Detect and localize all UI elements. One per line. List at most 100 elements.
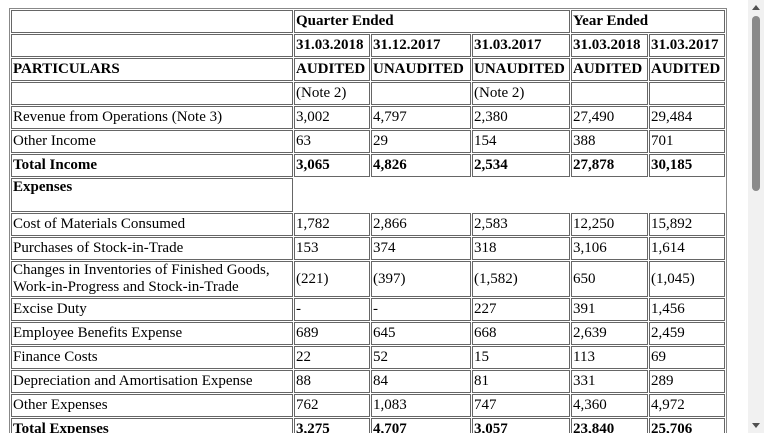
value-cell: 15,892 — [649, 213, 725, 236]
header-cell: 31.03.2018 — [571, 34, 648, 57]
header-cell: 31.12.2017 — [371, 34, 471, 57]
data-row: Employee Benefits Expense 689 645 668 2,639 2… — [11, 322, 725, 345]
header-cell: UNAUDITED — [371, 58, 471, 81]
row-label: Other Income — [11, 130, 293, 153]
value-cell: 1,782 — [294, 213, 370, 236]
value-cell: 374 — [371, 237, 471, 260]
cell — [371, 82, 471, 105]
value-cell: 2,639 — [571, 322, 648, 345]
row-label: Employee Benefits Expense — [11, 322, 293, 345]
value-cell: 2,380 — [472, 106, 570, 129]
value-cell: 289 — [649, 370, 725, 393]
value-cell: 1,083 — [371, 394, 471, 417]
value-cell: 30,185 — [649, 154, 725, 177]
value-cell: (1,045) — [649, 261, 725, 297]
cell — [11, 82, 293, 105]
header-cell: 31.03.2017 — [649, 34, 725, 57]
value-cell: 668 — [472, 322, 570, 345]
value-cell: 27,490 — [571, 106, 648, 129]
value-cell: 3,002 — [294, 106, 370, 129]
cell — [11, 34, 293, 57]
value-cell: 113 — [571, 346, 648, 369]
data-row: Finance Costs 22 52 15 113 69 — [11, 346, 725, 369]
row-label: Finance Costs — [11, 346, 293, 369]
value-cell: 12,250 — [571, 213, 648, 236]
row-label: Other Expenses — [11, 394, 293, 417]
data-row: Cost of Materials Consumed 1,782 2,866 2,58… — [11, 213, 725, 236]
row-label: Total Expenses — [11, 418, 293, 433]
cell — [649, 82, 725, 105]
row-label: Excise Duty — [11, 298, 293, 321]
value-cell: 69 — [649, 346, 725, 369]
header-cell: 31.03.2017 — [472, 34, 570, 57]
note-row: (Note 2) (Note 2) — [11, 82, 725, 105]
row-label: Changes in Inventories of Finished Goods… — [11, 261, 293, 297]
value-cell: 81 — [472, 370, 570, 393]
value-cell: 2,459 — [649, 322, 725, 345]
row-label: Revenue from Operations (Note 3) — [11, 106, 293, 129]
scrollbar[interactable] — [748, 0, 764, 433]
value-cell: 29 — [371, 130, 471, 153]
data-row: Total Expenses 3,275 4,707 3,057 23,840 25,70… — [11, 418, 725, 433]
value-cell: 227 — [472, 298, 570, 321]
value-cell: (221) — [294, 261, 370, 297]
header-row: Quarter Ended Year Ended — [11, 10, 725, 33]
value-cell: 29,484 — [649, 106, 725, 129]
header-cell: PARTICULARS — [11, 58, 293, 81]
row-label: Purchases of Stock-in-Trade — [11, 237, 293, 260]
header-row: 31.03.2018 31.12.2017 31.03.2017 31.03.2018… — [11, 34, 725, 57]
row-label: Cost of Materials Consumed — [11, 213, 293, 236]
value-cell: 4,707 — [371, 418, 471, 433]
cell — [571, 82, 648, 105]
value-cell: (1,582) — [472, 261, 570, 297]
value-cell: 650 — [571, 261, 648, 297]
scroll-down[interactable] — [752, 423, 760, 428]
value-cell: 318 — [472, 237, 570, 260]
value-cell: 2,534 — [472, 154, 570, 177]
row-label: Expenses — [11, 178, 293, 212]
header-cell: Year Ended — [571, 10, 725, 33]
value-cell: 689 — [294, 322, 370, 345]
scroll-thumb[interactable] — [752, 16, 760, 191]
value-cell: 15 — [472, 346, 570, 369]
value-cell: 154 — [472, 130, 570, 153]
results-table: Quarter Ended Year Ended 31.03.2018 31.12… — [9, 8, 727, 433]
value-cell: 63 — [294, 130, 370, 153]
data-row: Depreciation and Amortisation Expense 88 8… — [11, 370, 725, 393]
cell — [11, 10, 293, 33]
value-cell: 84 — [371, 370, 471, 393]
header-cell: AUDITED — [649, 58, 725, 81]
value-cell: 747 — [472, 394, 570, 417]
note-cell: (Note 2) — [472, 82, 570, 105]
viewport: Quarter Ended Year Ended 31.03.2018 31.12… — [9, 8, 727, 433]
value-cell: 3,057 — [472, 418, 570, 433]
value-cell: 22 — [294, 346, 370, 369]
data-row: Other Expenses 762 1,083 747 4,360 4,972 — [11, 394, 725, 417]
value-cell: 762 — [294, 394, 370, 417]
data-row: Changes in Inventories of Finished Goods… — [11, 261, 725, 297]
value-cell: 391 — [571, 298, 648, 321]
value-cell: 3,275 — [294, 418, 370, 433]
value-cell: 25,706 — [649, 418, 725, 433]
data-row: Purchases of Stock-in-Trade 153 374 318 3,10… — [11, 237, 725, 260]
data-row: Total Income 3,065 4,826 2,534 27,878 30,185 — [11, 154, 725, 177]
scroll-up[interactable] — [752, 5, 760, 10]
value-cell: 331 — [571, 370, 648, 393]
header-cell: 31.03.2018 — [294, 34, 370, 57]
value-cell: 2,583 — [472, 213, 570, 236]
value-cell: 4,360 — [571, 394, 648, 417]
value-cell: 645 — [371, 322, 471, 345]
note-cell: (Note 2) — [294, 82, 370, 105]
header-cell: AUDITED — [571, 58, 648, 81]
value-cell: 1,456 — [649, 298, 725, 321]
value-cell: 2,866 — [371, 213, 471, 236]
value-cell: - — [294, 298, 370, 321]
value-cell: 4,972 — [649, 394, 725, 417]
header-cell: AUDITED — [294, 58, 370, 81]
value-cell: 88 — [294, 370, 370, 393]
value-cell: 4,797 — [371, 106, 471, 129]
value-cell: 4,826 — [371, 154, 471, 177]
data-row: Other Income 63 29 154 388 701 — [11, 130, 725, 153]
value-cell: 701 — [649, 130, 725, 153]
value-cell: 153 — [294, 237, 370, 260]
